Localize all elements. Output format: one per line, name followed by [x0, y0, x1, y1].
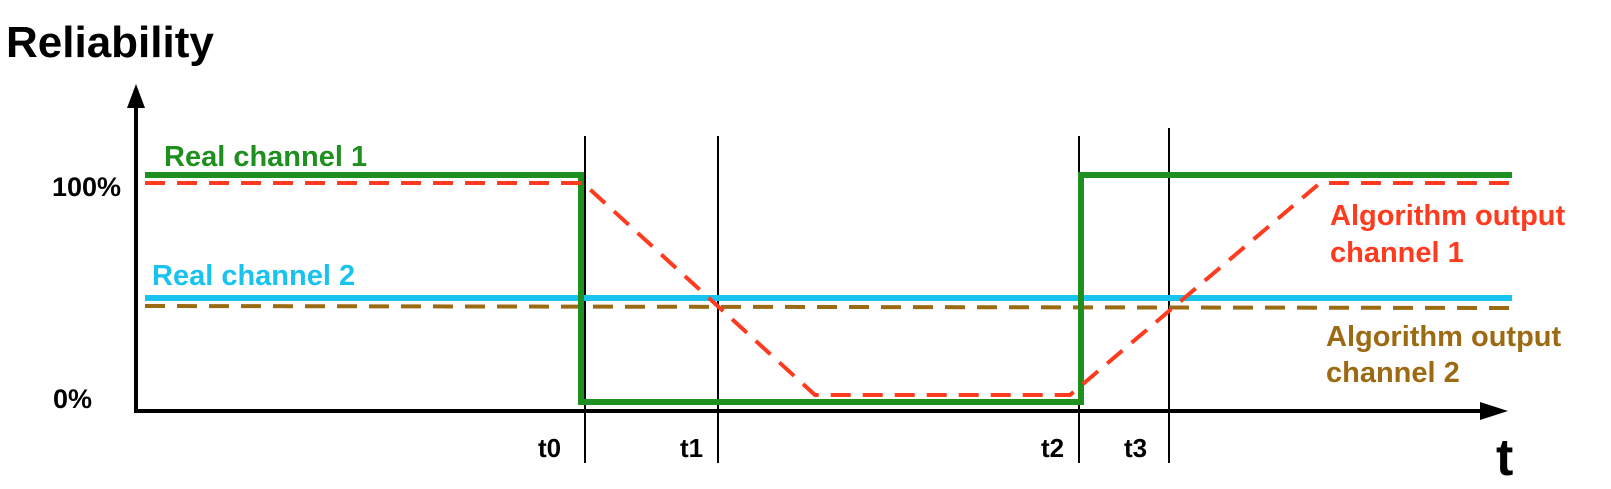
x-axis-arrow-icon — [1480, 402, 1508, 420]
t3-label: t3 — [1124, 433, 1147, 463]
algorithm-output-channel-2-line — [144, 304, 1513, 310]
t0-label: t0 — [538, 433, 561, 463]
algorithm-output-channel-1-line — [145, 181, 1512, 397]
diagram-title: Reliability — [6, 18, 214, 67]
x-axis-label: t — [1496, 429, 1513, 487]
algorithm-output-channel-1-label-line1: Algorithm output — [1330, 200, 1566, 232]
y-tick-0: 0% — [53, 384, 92, 414]
y-axis-arrow-icon — [127, 84, 145, 108]
algorithm-output-channel-2-label-line1: Algorithm output — [1326, 321, 1562, 353]
real-channel-1-line — [145, 172, 1512, 405]
t1-label: t1 — [680, 433, 703, 463]
real-channel-2-label: Real channel 2 — [152, 260, 355, 292]
t2-label: t2 — [1041, 433, 1064, 463]
algorithm-output-channel-2-label-line2: channel 2 — [1326, 357, 1460, 389]
axes — [127, 84, 1508, 420]
y-tick-100: 100% — [52, 172, 121, 202]
real-channel-1-label: Real channel 1 — [164, 141, 367, 173]
algorithm-output-channel-1-label-line2: channel 1 — [1330, 237, 1464, 269]
